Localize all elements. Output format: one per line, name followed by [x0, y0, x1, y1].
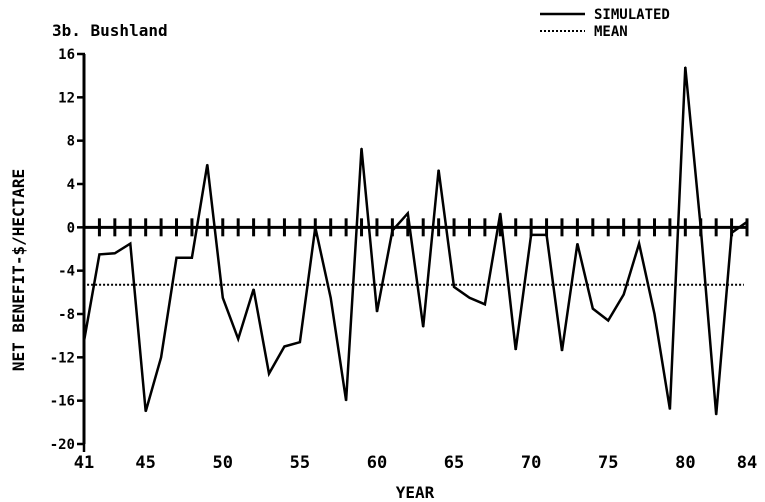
simulated-point [438, 169, 440, 171]
simulated-point [561, 350, 563, 352]
legend-mean-label: MEAN [594, 24, 628, 40]
simulated-point [407, 212, 409, 214]
x-tick-label: 55 [290, 453, 310, 473]
x-tick-label: 41 [74, 453, 94, 473]
simulated-point [206, 163, 208, 166]
x-tick-label: 45 [135, 453, 155, 473]
x-tick-label: 84 [737, 453, 757, 473]
simulated-point [715, 414, 717, 416]
simulated-point [730, 232, 733, 234]
simulated-point [191, 257, 193, 259]
x-tick-label: 65 [444, 453, 464, 473]
simulated-point [653, 313, 656, 315]
simulated-point [299, 341, 301, 343]
simulated-point [746, 221, 748, 223]
y-tick-label: -20 [50, 437, 75, 453]
simulated-point [330, 297, 332, 299]
y-tick-label: -12 [50, 350, 75, 366]
x-tick-label: 75 [598, 453, 618, 473]
y-tick-label: 8 [67, 134, 75, 150]
simulated-point [360, 147, 363, 149]
simulated-point [607, 319, 609, 322]
simulated-point [345, 400, 347, 402]
simulated-point [453, 286, 455, 288]
simulated-point [237, 338, 239, 340]
simulated-point [700, 226, 702, 228]
legend-simulated-label: SIMULATED [594, 7, 670, 23]
simulated-line [82, 66, 748, 415]
y-tick-label: 12 [58, 90, 75, 106]
y-tick-label: -4 [58, 264, 75, 280]
simulated-point [530, 234, 532, 236]
simulated-point [283, 345, 286, 348]
x-tick-label: 50 [213, 453, 233, 473]
y-axis-label: NET BENEFIT-$/HECTARE [9, 169, 28, 371]
simulated-point [592, 307, 594, 310]
x-tick-label: 70 [521, 453, 541, 473]
series-layer [82, 66, 748, 416]
simulated-point [638, 242, 640, 245]
y-tick-label: 16 [58, 47, 75, 63]
simulated-point [314, 226, 316, 228]
simulated-point [83, 340, 85, 342]
simulated-point [484, 303, 486, 305]
axes [82, 54, 749, 444]
simulated-point [268, 372, 270, 375]
x-tick-label: 60 [367, 453, 387, 473]
y-tick-label: -8 [58, 307, 75, 323]
simulated-point [175, 257, 178, 259]
simulated-point [669, 408, 671, 410]
simulated-point [684, 66, 686, 68]
y-tick-label: 4 [67, 177, 75, 193]
simulated-point [253, 288, 255, 290]
simulated-point [576, 242, 578, 245]
y-tick-label: -16 [50, 394, 75, 410]
simulated-point [623, 293, 625, 296]
simulated-point [160, 356, 162, 358]
y-tick-label: 0 [67, 220, 75, 236]
simulated-point [222, 297, 224, 299]
simulated-point [114, 252, 116, 254]
simulated-point [468, 297, 471, 299]
simulated-point [145, 410, 147, 413]
simulated-point [515, 349, 517, 351]
simulated-point [391, 229, 393, 232]
simulated-point [376, 311, 378, 313]
x-axis-label: YEAR [396, 483, 435, 502]
x-tick-label: 80 [675, 453, 695, 473]
simulated-point [129, 242, 131, 245]
chart-title: 3b. Bushland [52, 21, 168, 40]
simulated-point [499, 212, 501, 214]
simulated-point [98, 253, 101, 256]
simulated-point [422, 326, 424, 328]
simulated-point [545, 234, 548, 236]
